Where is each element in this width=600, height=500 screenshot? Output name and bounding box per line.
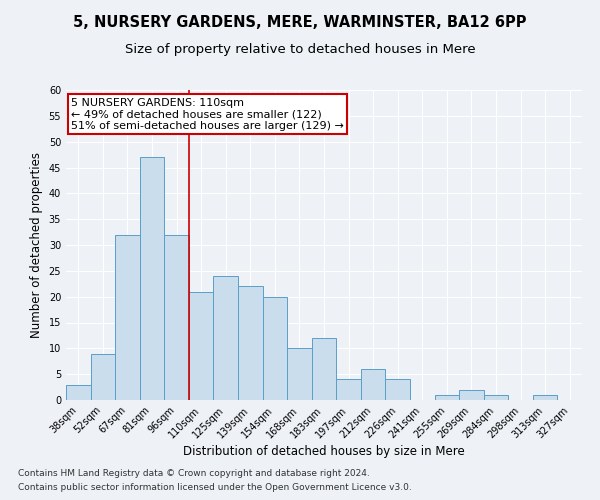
Y-axis label: Number of detached properties: Number of detached properties <box>30 152 43 338</box>
Bar <box>238 286 263 400</box>
Bar <box>533 395 557 400</box>
Text: Contains public sector information licensed under the Open Government Licence v3: Contains public sector information licen… <box>18 484 412 492</box>
Bar <box>263 296 287 400</box>
Bar <box>91 354 115 400</box>
Text: 5 NURSERY GARDENS: 110sqm
← 49% of detached houses are smaller (122)
51% of semi: 5 NURSERY GARDENS: 110sqm ← 49% of detac… <box>71 98 344 131</box>
Text: Contains HM Land Registry data © Crown copyright and database right 2024.: Contains HM Land Registry data © Crown c… <box>18 468 370 477</box>
Bar <box>164 234 189 400</box>
Bar <box>385 380 410 400</box>
Bar <box>361 369 385 400</box>
Text: 5, NURSERY GARDENS, MERE, WARMINSTER, BA12 6PP: 5, NURSERY GARDENS, MERE, WARMINSTER, BA… <box>73 15 527 30</box>
Bar <box>459 390 484 400</box>
Bar <box>189 292 214 400</box>
Text: Size of property relative to detached houses in Mere: Size of property relative to detached ho… <box>125 42 475 56</box>
Bar <box>287 348 312 400</box>
Bar <box>115 234 140 400</box>
Bar <box>434 395 459 400</box>
Bar <box>140 157 164 400</box>
Bar <box>484 395 508 400</box>
Bar <box>214 276 238 400</box>
Bar <box>312 338 336 400</box>
Bar <box>336 380 361 400</box>
Bar <box>66 384 91 400</box>
X-axis label: Distribution of detached houses by size in Mere: Distribution of detached houses by size … <box>183 446 465 458</box>
